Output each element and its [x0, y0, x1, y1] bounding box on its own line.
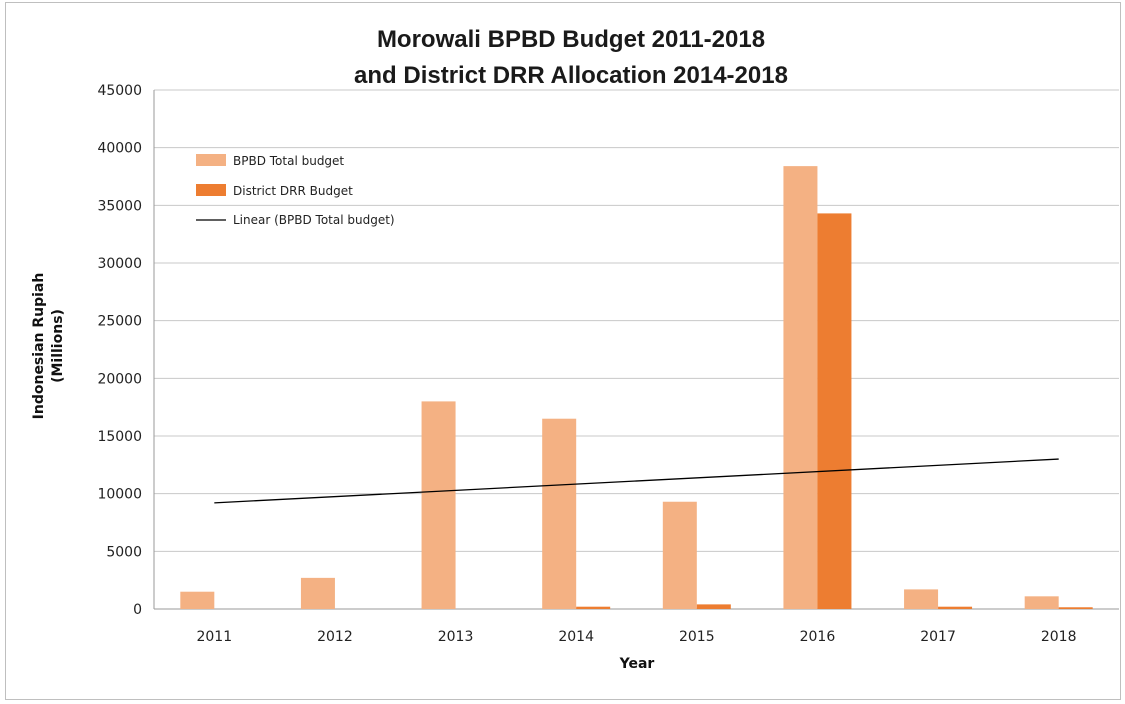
y-tick-labels: 0 5000 10000 15000 20000 25000 30000 35000 40000… — [97, 83, 142, 618]
y-tick-label: 20000 — [97, 371, 142, 387]
legend: BPBD Total budget District DRR Budget Li… — [196, 154, 395, 227]
y-tick-label: 0 — [133, 602, 142, 618]
x-tick-label: 2012 — [317, 629, 353, 645]
legend-swatch-drr — [196, 184, 226, 196]
bar-drr-2016 — [817, 213, 852, 609]
y-tick-label: 35000 — [97, 198, 142, 214]
legend-swatch-bpbd — [196, 154, 226, 166]
bar-bpbd-2013 — [421, 401, 456, 609]
bar-bpbd-2015 — [662, 501, 697, 609]
bar-drr-2015 — [696, 604, 731, 609]
bar-bpbd-2014 — [542, 418, 577, 609]
legend-label-trendline: Linear (BPBD Total budget) — [233, 213, 395, 227]
y-tick-label: 15000 — [97, 429, 142, 445]
y-tick-label: 45000 — [97, 83, 142, 99]
x-tick-label: 2016 — [800, 629, 836, 645]
x-tick-label: 2014 — [558, 629, 594, 645]
x-tick-label: 2015 — [679, 629, 715, 645]
x-tick-label: 2017 — [920, 629, 956, 645]
x-axis-title: Year — [619, 656, 655, 672]
trendline-group — [214, 458, 1059, 504]
chart-title-line1: Morowali BPBD Budget 2011-2018 — [377, 26, 765, 53]
y-tick-label: 25000 — [97, 314, 142, 330]
y-axis-title-line1: Indonesian Rupiah — [31, 273, 47, 420]
bar-drr-2017 — [938, 606, 973, 609]
legend-label-bpbd: BPBD Total budget — [233, 154, 344, 168]
bar-bpbd-2016 — [783, 166, 818, 609]
x-tick-label: 2011 — [196, 629, 232, 645]
x-tick-labels: 2011 2012 2013 2014 2015 2016 2017 2018 — [196, 629, 1076, 645]
x-tick-label: 2013 — [438, 629, 474, 645]
budget-chart: Morowali BPBD Budget 2011-2018 and Distr… — [31, 26, 1119, 672]
bar-drr-2018 — [1058, 607, 1093, 609]
y-tick-label: 10000 — [97, 487, 142, 503]
x-tick-label: 2018 — [1041, 629, 1077, 645]
bar-drr-2014 — [576, 606, 611, 609]
bar-bpbd-2017 — [904, 589, 939, 609]
y-axis-title-line2: (Millions) — [50, 309, 66, 383]
y-tick-label: 5000 — [106, 544, 142, 560]
chart-title-line2: and District DRR Allocation 2014-2018 — [354, 62, 788, 89]
trendline — [214, 458, 1059, 504]
bars — [180, 166, 1093, 609]
bar-bpbd-2018 — [1024, 596, 1059, 609]
bar-bpbd-2012 — [300, 577, 335, 609]
y-tick-label: 30000 — [97, 256, 142, 272]
legend-label-drr: District DRR Budget — [233, 184, 353, 198]
y-tick-label: 40000 — [97, 141, 142, 157]
chart-frame: Morowali BPBD Budget 2011-2018 and Distr… — [5, 2, 1121, 700]
bar-bpbd-2011 — [180, 591, 215, 609]
